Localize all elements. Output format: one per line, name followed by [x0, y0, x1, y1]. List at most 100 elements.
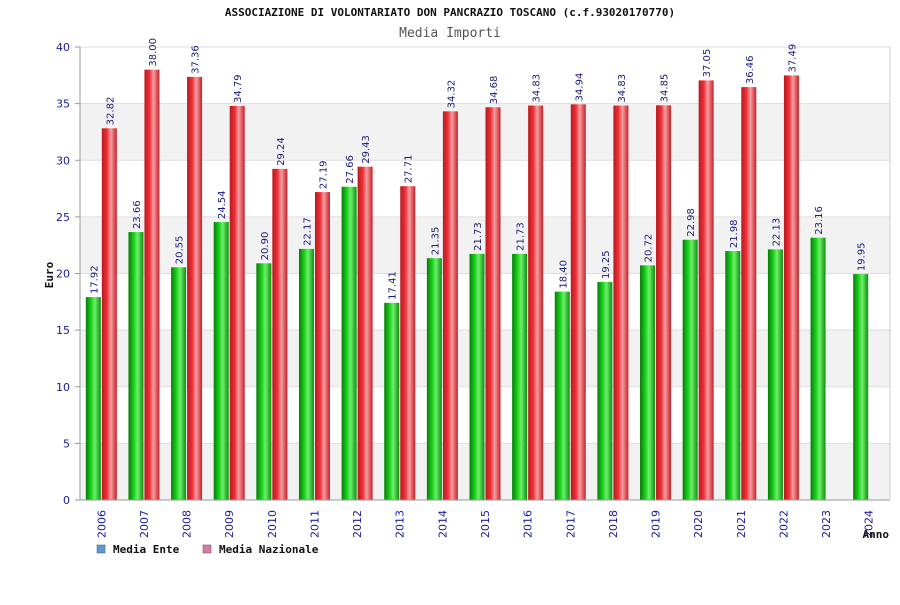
value-label-ente-2007: 23.66: [132, 200, 143, 229]
y-tick-label: 30: [56, 154, 70, 167]
bar-nazionale-2009: [229, 106, 245, 501]
legend-swatch-ente: [96, 544, 106, 554]
value-label-nazionale-2009: 34.79: [233, 74, 244, 103]
x-tick-label-2023: 2023: [820, 510, 833, 538]
x-tick-label-2018: 2018: [607, 510, 620, 538]
bars: [85, 69, 869, 501]
x-tick-label-2016: 2016: [522, 510, 535, 538]
y-tick-label: 20: [56, 268, 70, 281]
y-axis-label: Euro: [43, 261, 56, 288]
x-tick-label-2015: 2015: [479, 510, 492, 538]
x-tick-label-2013: 2013: [394, 510, 407, 538]
value-labels: 17.92 23.66 20.55 24.54 20.90 22.17 27.66 17.41…: [89, 38, 867, 300]
value-label-ente-2011: 22.17: [302, 217, 313, 246]
y-tick-labels: 0 5 10 15 20 25 30 35 40: [56, 41, 70, 507]
value-label-nazionale-2006: 32.82: [105, 97, 116, 126]
value-label-ente-2008: 20.55: [175, 236, 186, 265]
value-label-ente-2009: 24.54: [217, 190, 228, 219]
value-label-nazionale-2011: 27.19: [318, 160, 329, 189]
x-axis-label: Anno: [863, 528, 890, 541]
x-tick-label-2007: 2007: [138, 510, 151, 538]
bar-ente-2008: [171, 267, 187, 500]
value-label-ente-2020: 22.98: [686, 208, 697, 237]
value-label-ente-2010: 20.90: [260, 232, 271, 261]
bar-ente-2017: [554, 291, 570, 500]
y-tick-label: 15: [56, 324, 70, 337]
value-label-ente-2018: 19.25: [601, 250, 612, 279]
bar-ente-2010: [256, 263, 272, 500]
value-label-ente-2017: 18.40: [558, 260, 569, 289]
bar-ente-2014: [426, 258, 442, 500]
value-label-nazionale-2015: 34.68: [489, 76, 500, 105]
value-label-ente-2019: 20.72: [644, 234, 655, 263]
value-label-nazionale-2020: 37.05: [702, 49, 713, 78]
bar-ente-2015: [469, 253, 485, 500]
x-tick-label-2022: 2022: [777, 510, 790, 538]
value-label-nazionale-2010: 29.24: [276, 137, 287, 166]
bar-nazionale-2017: [570, 104, 586, 500]
legend-swatch-nazionale: [202, 544, 212, 554]
bar-ente-2016: [512, 253, 528, 500]
y-tick-label: 10: [56, 381, 70, 394]
bar-ente-2006: [85, 297, 101, 500]
legend-label-ente: Media Ente: [113, 543, 180, 556]
value-label-ente-2024: 19.95: [857, 242, 868, 271]
x-tick-label-2012: 2012: [351, 510, 364, 538]
y-tick-label: 0: [63, 494, 70, 507]
bar-ente-2018: [597, 281, 613, 500]
value-label-ente-2014: 21.35: [430, 227, 441, 256]
value-label-ente-2016: 21.73: [516, 222, 527, 251]
x-tick-label-2009: 2009: [223, 510, 236, 538]
bar-ente-2007: [128, 232, 144, 500]
bar-nazionale-2021: [741, 87, 757, 500]
value-label-nazionale-2018: 34.83: [617, 74, 628, 103]
y-tick-label: 25: [56, 211, 70, 224]
bar-nazionale-2013: [400, 186, 416, 500]
bar-ente-2011: [298, 248, 314, 500]
chart-subtitle: Media Importi: [399, 26, 501, 41]
value-label-nazionale-2012: 29.43: [361, 135, 372, 164]
y-tick-label: 40: [56, 41, 70, 54]
bar-ente-2022: [767, 249, 783, 500]
value-label-ente-2012: 27.66: [345, 155, 356, 184]
value-label-nazionale-2021: 36.46: [745, 55, 756, 84]
value-label-nazionale-2016: 34.83: [532, 74, 543, 103]
bar-ente-2021: [725, 251, 741, 500]
bar-nazionale-2022: [783, 75, 799, 500]
value-label-ente-2022: 22.13: [771, 218, 782, 247]
bar-nazionale-2012: [357, 166, 373, 500]
value-label-ente-2013: 17.41: [388, 271, 399, 300]
axes: [75, 46, 891, 501]
value-label-nazionale-2019: 34.85: [660, 74, 671, 103]
bar-nazionale-2011: [314, 192, 330, 501]
y-tick-label: 35: [56, 98, 70, 111]
value-label-ente-2006: 17.92: [89, 265, 100, 294]
bar-nazionale-2008: [187, 76, 203, 500]
bar-ente-2019: [640, 265, 656, 500]
x-tick-label-2010: 2010: [266, 510, 279, 538]
bar-nazionale-2016: [528, 105, 544, 501]
value-label-nazionale-2013: 27.71: [404, 155, 415, 184]
bar-ente-2013: [384, 302, 400, 500]
bar-nazionale-2019: [656, 105, 672, 500]
x-tick-label-2021: 2021: [735, 510, 748, 538]
bar-ente-2024: [853, 274, 869, 500]
bar-ente-2012: [341, 186, 357, 501]
value-label-nazionale-2022: 37.49: [787, 44, 798, 73]
x-tick-labels: 2006 2007 2008 2009 2010 2011 2012 2013 2014 2015…: [95, 510, 875, 538]
x-tick-label-2020: 2020: [692, 510, 705, 538]
x-tick-label-2008: 2008: [181, 510, 194, 538]
y-tick-label: 5: [63, 437, 70, 450]
legend: Media Ente Media Nazionale: [96, 543, 319, 556]
bar-ente-2020: [682, 239, 698, 500]
bar-ente-2009: [213, 222, 229, 500]
x-tick-label-2017: 2017: [564, 510, 577, 538]
bar-nazionale-2015: [485, 107, 501, 501]
bar-nazionale-2018: [613, 105, 629, 501]
bar-ente-2023: [810, 237, 826, 500]
chart-title: ASSOCIAZIONE DI VOLONTARIATO DON PANCRAZ…: [225, 6, 675, 19]
bar-nazionale-2010: [272, 168, 288, 500]
x-tick-label-2024: 2024: [863, 510, 876, 538]
